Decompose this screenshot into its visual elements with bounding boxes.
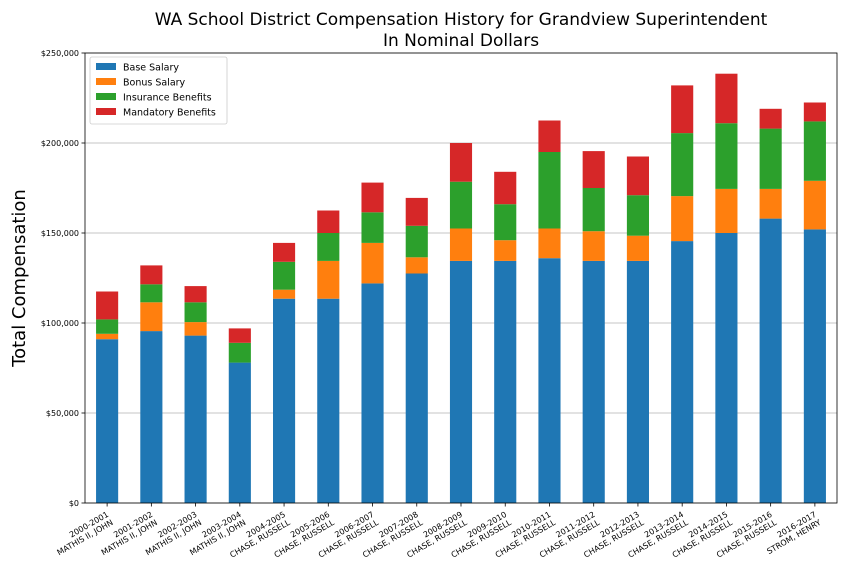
- bar-segment: [759, 108, 782, 129]
- bar-segment: [449, 143, 473, 182]
- bar-segment: [317, 210, 340, 233]
- legend-label: Mandatory Benefits: [123, 108, 216, 119]
- bar-segment: [449, 228, 473, 261]
- bar-segment: [715, 73, 738, 124]
- bar-segment: [582, 188, 605, 232]
- bar-segment: [803, 180, 826, 230]
- y-axis-label: Total Compensation: [9, 189, 30, 368]
- bar-segment: [671, 85, 694, 134]
- bar-segment: [96, 291, 119, 320]
- bar-segment: [538, 152, 561, 229]
- y-tick-label: $200,000: [41, 139, 79, 148]
- bar-segment: [538, 228, 561, 259]
- y-tick-label: $100,000: [41, 319, 79, 328]
- y-tick-label: $150,000: [41, 229, 79, 238]
- bar-segment: [361, 283, 384, 503]
- legend-swatch: [96, 108, 116, 115]
- chart-title: WA School District Compensation History …: [155, 10, 768, 30]
- bar-segment: [803, 102, 826, 122]
- bar-segment: [538, 120, 561, 152]
- bar-segment: [317, 260, 340, 299]
- bar-segment: [317, 233, 340, 261]
- bar-segment: [759, 128, 782, 189]
- legend-label: Base Salary: [123, 63, 179, 74]
- y-tick-label: $250,000: [41, 49, 79, 58]
- bar-segment: [140, 331, 163, 503]
- bar-segment: [715, 233, 738, 503]
- y-tick-label: $50,000: [46, 409, 79, 418]
- bar-segment: [228, 342, 251, 363]
- bar-segment: [538, 258, 561, 503]
- bar-segment: [803, 229, 826, 503]
- plot-frame: [84, 52, 838, 504]
- bar-segment: [715, 188, 738, 233]
- bar-segment: [140, 265, 163, 285]
- bar-segment: [405, 225, 428, 258]
- bar-segment: [759, 218, 782, 503]
- legend-swatch: [96, 78, 116, 85]
- y-tick-label: $0: [69, 499, 79, 508]
- bar-segment: [759, 188, 782, 219]
- bar-segment: [273, 261, 296, 290]
- bar-segment: [228, 328, 251, 343]
- bar-segment: [228, 362, 251, 503]
- bar-segment: [96, 333, 119, 340]
- bar-segment: [449, 260, 473, 503]
- bars: [96, 73, 826, 503]
- bar-segment: [140, 284, 163, 303]
- bar-segment: [96, 339, 119, 503]
- bar-segment: [184, 322, 207, 336]
- legend-swatch: [96, 93, 116, 100]
- bar-segment: [494, 260, 517, 503]
- bar-segment: [582, 260, 605, 503]
- bar-segment: [494, 204, 517, 241]
- legend-label: Bonus Salary: [123, 78, 186, 89]
- bar-segment: [671, 133, 694, 197]
- bar-segment: [405, 257, 428, 274]
- bar-segment: [273, 242, 296, 262]
- legend-label: Insurance Benefits: [123, 93, 212, 104]
- bar-segment: [715, 123, 738, 189]
- bar-segment: [671, 196, 694, 242]
- legend: Base Salary Bonus Salary Insurance Benefit…: [89, 56, 228, 125]
- bar-segment: [361, 182, 384, 213]
- bar-segment: [184, 335, 207, 503]
- bar-segment: [626, 235, 649, 261]
- legend-swatch: [96, 63, 116, 70]
- bar-segment: [184, 302, 207, 323]
- bar-segment: [317, 298, 340, 503]
- bar-segment: [671, 241, 694, 503]
- bar-segment: [140, 302, 163, 332]
- bar-segment: [361, 212, 384, 243]
- bar-segment: [582, 231, 605, 261]
- bar-segment: [273, 289, 296, 299]
- bar-segment: [405, 273, 428, 503]
- bar-segment: [96, 319, 119, 334]
- bar-segment: [494, 171, 517, 205]
- legend-box: [89, 56, 228, 125]
- bar-segment: [626, 260, 649, 503]
- bar-segment: [361, 242, 384, 284]
- chart-subtitle: In Nominal Dollars: [383, 31, 539, 51]
- bar-segment: [626, 156, 649, 196]
- bar-segment: [449, 181, 473, 229]
- bar-segment: [273, 298, 296, 503]
- bar-segment: [626, 195, 649, 236]
- bar-segment: [803, 121, 826, 181]
- bar-segment: [494, 240, 517, 261]
- bar-segment: [184, 286, 207, 303]
- bar-segment: [582, 151, 605, 188]
- bar-segment: [405, 197, 428, 226]
